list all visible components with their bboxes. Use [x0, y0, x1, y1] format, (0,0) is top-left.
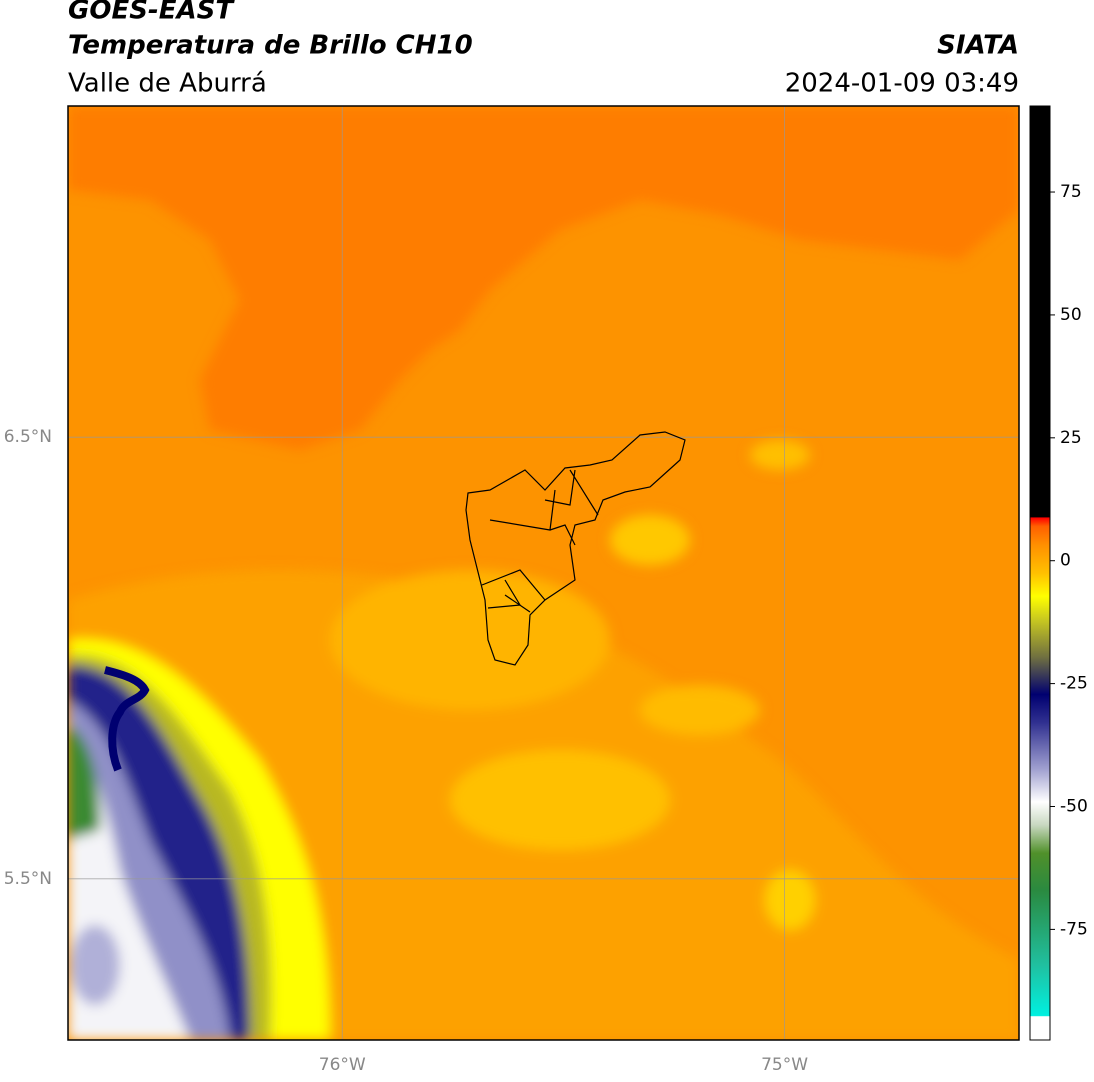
- map-frame: [67, 105, 1020, 1041]
- colorbar-tick-label: -25: [1060, 674, 1088, 694]
- title: Temperatura de Brillo CH10: [68, 31, 473, 61]
- colorbar-tick-label: -50: [1060, 797, 1088, 817]
- datetime: 2024-01-09 03:49: [785, 69, 1019, 99]
- colorbar-ticks: -75 -50 -25 0 25 50 75: [1050, 182, 1088, 939]
- x-tick-label: 75°W: [761, 1055, 808, 1075]
- colorbar-tick-label: 0: [1060, 551, 1071, 571]
- colorbar-tick-label: 75: [1060, 182, 1082, 202]
- satellite: GOES-EAST: [68, 0, 235, 26]
- x-tick-label: 76°W: [319, 1055, 366, 1075]
- grid: [68, 106, 1019, 1040]
- temperature-field: [68, 106, 1019, 1040]
- basin-outline: [465, 431, 686, 666]
- colorbar-tick-label: 50: [1060, 305, 1082, 325]
- region: Valle de Aburrá: [68, 69, 267, 99]
- colorbar-tick-label: -75: [1060, 919, 1088, 939]
- y-tick-label: 6.5°N: [4, 427, 52, 447]
- source: SIATA: [937, 31, 1019, 61]
- colorbar: [1029, 105, 1051, 1041]
- y-tick-label: 5.5°N: [4, 869, 52, 889]
- colorbar-tick-label: 25: [1060, 428, 1082, 448]
